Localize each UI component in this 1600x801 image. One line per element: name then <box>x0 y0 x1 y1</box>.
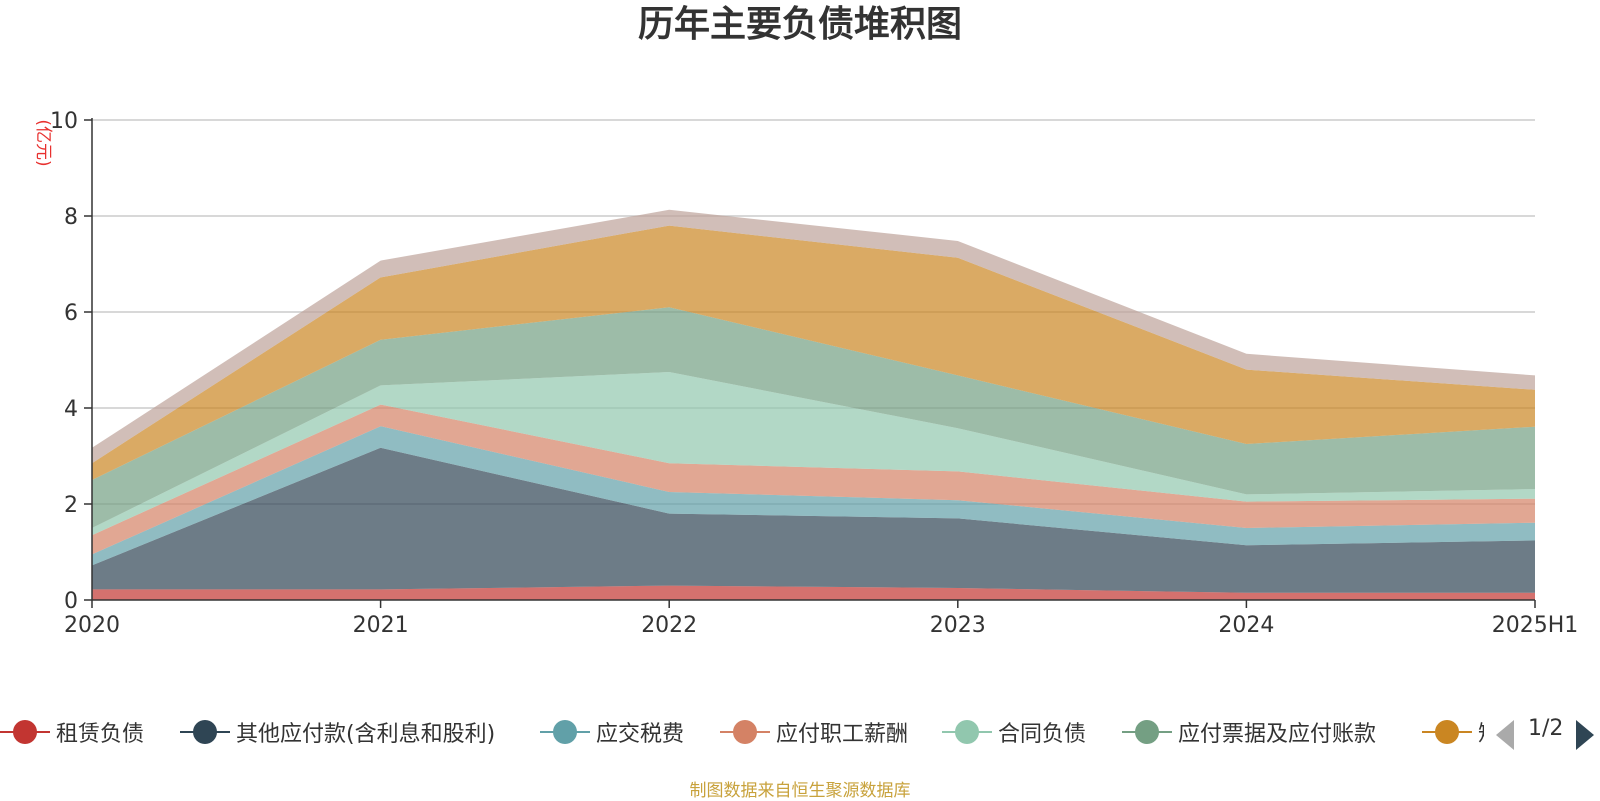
legend-label: 租赁负债 <box>56 722 145 747</box>
legend-page-indicator: 1/2 <box>1528 716 1564 741</box>
pager-prev-icon[interactable] <box>1496 720 1514 750</box>
area-series-2[interactable] <box>92 426 1535 566</box>
area-series-1[interactable] <box>92 447 1535 593</box>
legend-pager: 1/2 <box>1496 712 1600 752</box>
legend-label: 应付票据及应付账款 <box>1178 722 1377 747</box>
legend-item[interactable]: 其他应付款(含利息和股利) <box>180 712 495 752</box>
y-axis-label: (亿元) <box>33 119 53 166</box>
x-tick-label: 2024 <box>1218 613 1274 638</box>
x-tick-label: 2022 <box>641 613 697 638</box>
y-tick-label: 10 <box>50 109 78 134</box>
area-series-6[interactable] <box>92 225 1535 480</box>
legend-swatch-icon <box>0 717 50 747</box>
x-tick-label: 2020 <box>64 613 120 638</box>
area-series-0[interactable] <box>92 585 1535 600</box>
legend-swatch-icon <box>942 717 992 747</box>
y-tick-label: 8 <box>64 205 78 230</box>
legend-item[interactable]: 合同负债 <box>942 712 1086 752</box>
legend-swatch-icon <box>540 717 590 747</box>
x-tick-label: 2023 <box>930 613 986 638</box>
area-series-4[interactable] <box>92 372 1535 536</box>
legend-item[interactable]: 租赁负债 <box>0 712 144 752</box>
legend-swatch-icon <box>720 717 770 747</box>
axes: 0 2 4 6 8 10 2020 2021 2022 2023 2024 2025H1 <box>50 109 1578 638</box>
legend-swatch-icon <box>1422 717 1472 747</box>
y-tick-label: 0 <box>64 589 78 614</box>
y-tick-label: 2 <box>64 493 78 518</box>
legend-label: 合同负债 <box>998 722 1087 747</box>
data-source-note: 制图数据来自恒生聚源数据库 <box>689 781 911 801</box>
legend-item[interactable]: 短期借款 <box>1422 712 1484 752</box>
legend-item[interactable]: 应付票据及应付账款 <box>1122 712 1376 752</box>
y-tick-label: 4 <box>64 397 78 422</box>
legend-label: 应交税费 <box>596 722 685 747</box>
area-series <box>92 209 1535 600</box>
legend-item[interactable]: 应交税费 <box>540 712 684 752</box>
legend-swatch-icon <box>1122 717 1172 747</box>
legend-items: 租赁负债 其他应付款(含利息和股利) 应交税费 应付职工薪酬 合同负债 应付票据及应付账款… <box>0 712 1484 752</box>
area-series-3[interactable] <box>92 404 1535 555</box>
legend: 租赁负债 其他应付款(含利息和股利) 应交税费 应付职工薪酬 合同负债 应付票据及应付账款… <box>0 712 1600 752</box>
legend-label: 其他应付款(含利息和股利) <box>236 722 496 747</box>
legend-item[interactable]: 应付职工薪酬 <box>720 712 908 752</box>
legend-label: 短期借款 <box>1478 716 1484 748</box>
legend-swatch-icon <box>180 717 230 747</box>
chart-title: 历年主要负债堆积图 <box>637 4 962 45</box>
area-series-5[interactable] <box>92 307 1535 528</box>
x-tick-label: 2021 <box>353 613 409 638</box>
x-tick-label: 2025H1 <box>1492 613 1579 638</box>
legend-label: 应付职工薪酬 <box>776 722 909 747</box>
pager-next-icon[interactable] <box>1576 720 1594 750</box>
y-tick-label: 6 <box>64 301 78 326</box>
